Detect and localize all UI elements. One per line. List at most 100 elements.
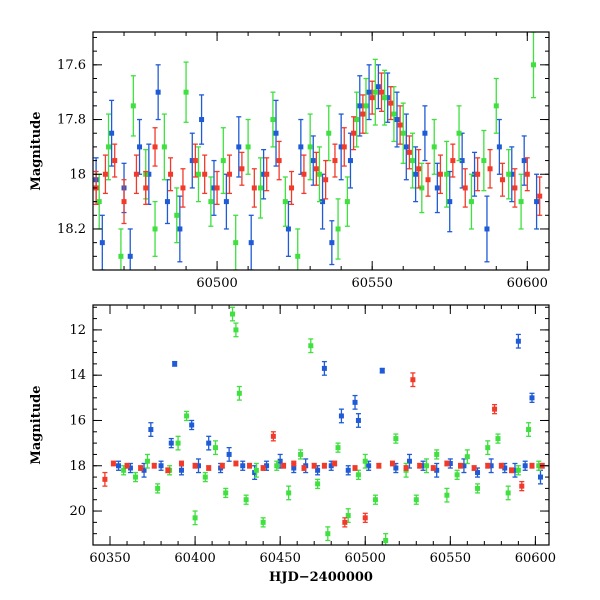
plot-frame	[92, 304, 550, 546]
data-point	[475, 485, 481, 491]
data-point	[236, 390, 242, 396]
data-point	[151, 463, 157, 469]
data-point	[183, 89, 189, 95]
data-point	[328, 463, 334, 469]
data-point	[484, 226, 490, 232]
data-point	[155, 485, 161, 491]
data-point	[471, 465, 477, 471]
data-point	[133, 171, 139, 177]
bottom-panel-full-lightcurve: 60350 60400 60450 60500 60550 60600 12 14 16 18 20…	[29, 304, 556, 585]
series-3	[93, 72, 543, 225]
data-point	[393, 436, 399, 442]
data-point	[393, 465, 399, 471]
data-point	[155, 89, 161, 95]
data-point	[286, 490, 292, 496]
data-point	[239, 166, 245, 172]
data-point	[192, 158, 198, 164]
data-point	[189, 422, 195, 428]
data-point	[515, 467, 521, 473]
data-point	[406, 458, 412, 464]
data-point	[274, 463, 280, 469]
data-point	[425, 177, 431, 183]
x-tick-label: 60350	[89, 551, 130, 566]
data-point	[138, 465, 144, 471]
data-point	[450, 158, 456, 164]
data-point	[291, 465, 297, 471]
data-point	[233, 460, 239, 466]
data-point	[485, 445, 491, 451]
data-point	[270, 433, 276, 439]
data-point	[534, 199, 540, 205]
data-point	[512, 467, 518, 473]
data-point	[184, 413, 190, 419]
data-point	[178, 467, 184, 473]
data-point	[378, 89, 384, 95]
data-point	[461, 463, 467, 469]
data-point	[311, 463, 317, 469]
data-point	[487, 166, 493, 172]
data-point	[462, 185, 468, 191]
data-point	[233, 240, 239, 246]
data-point	[342, 519, 348, 525]
data-point	[352, 399, 358, 405]
data-point	[211, 185, 217, 191]
data-point	[226, 451, 232, 457]
data-point	[360, 111, 366, 117]
data-point	[152, 144, 158, 150]
data-point	[137, 144, 143, 150]
data-point	[164, 199, 170, 205]
data-point	[110, 460, 116, 466]
data-point	[177, 226, 183, 232]
data-point	[264, 171, 270, 177]
data-point	[323, 177, 329, 183]
data-point	[240, 463, 246, 469]
data-point	[332, 158, 338, 164]
data-point	[512, 185, 518, 191]
data-point	[362, 458, 368, 464]
data-point	[447, 199, 453, 205]
data-point	[276, 158, 282, 164]
data-point	[192, 463, 198, 469]
data-point	[444, 171, 450, 177]
data-point	[518, 199, 524, 205]
data-point	[413, 497, 419, 503]
data-point	[315, 481, 321, 487]
data-point	[282, 199, 288, 205]
data-point	[447, 460, 453, 466]
data-point	[141, 467, 147, 473]
data-point	[260, 519, 266, 525]
data-point	[195, 171, 201, 177]
data-point	[118, 253, 124, 259]
data-point	[400, 130, 406, 136]
data-point	[397, 122, 403, 128]
x-tick-label: 60400	[174, 551, 215, 566]
data-point	[403, 144, 409, 150]
data-point	[526, 427, 532, 433]
data-point	[475, 470, 481, 476]
data-point	[366, 89, 372, 95]
data-point	[301, 171, 307, 177]
data-point	[498, 463, 504, 469]
data-point	[355, 417, 361, 423]
data-point	[524, 171, 530, 177]
data-point	[352, 465, 358, 471]
data-point	[434, 451, 440, 457]
data-point	[419, 185, 425, 191]
data-point	[236, 144, 242, 150]
data-point	[223, 199, 229, 205]
data-point	[233, 327, 239, 333]
data-point	[127, 465, 133, 471]
data-point	[189, 158, 195, 164]
x-axis-title: HJD−2400000	[269, 570, 373, 585]
data-layer	[102, 306, 545, 545]
data-point	[247, 463, 253, 469]
data-point	[509, 171, 515, 177]
data-point	[537, 474, 543, 480]
data-point	[168, 171, 174, 177]
data-point	[223, 490, 229, 496]
y-tick-label: 12	[69, 323, 86, 338]
data-point	[320, 199, 326, 205]
data-point	[417, 463, 423, 469]
data-point	[116, 463, 122, 469]
